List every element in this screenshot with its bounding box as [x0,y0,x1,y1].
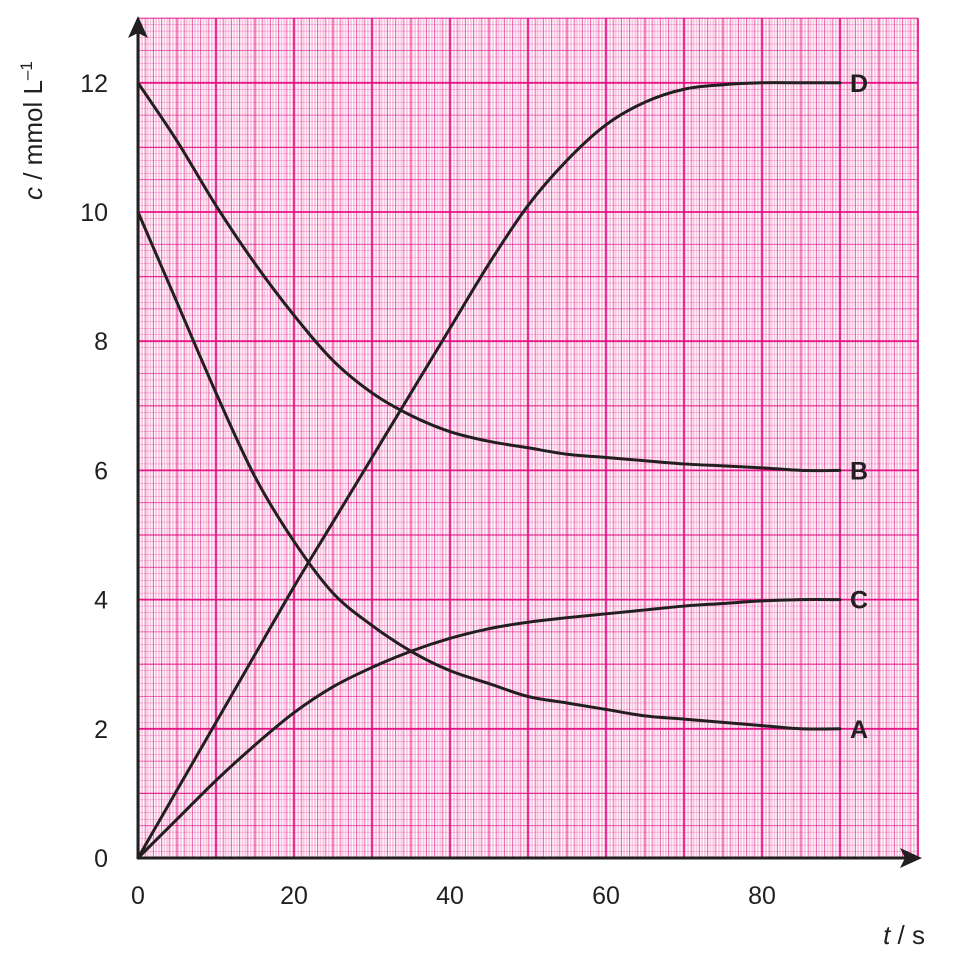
y-tick-label: 6 [94,457,108,485]
y-tick-label: 2 [94,716,108,744]
series-labels: A B C D [850,70,868,744]
series-label-B: B [850,457,868,485]
y-tick-label: 4 [94,587,108,615]
y-tick-label: 8 [94,328,108,356]
x-tick-label: 60 [592,882,620,910]
series-line-B [136,81,842,473]
axes [128,16,922,868]
x-tick-label: 20 [280,882,308,910]
y-tick-label: 0 [94,845,108,873]
x-tick-label: 40 [436,882,464,910]
x-axis-arrow-icon [900,848,922,868]
y-tick-label: 12 [80,70,108,98]
y-tick-label: 10 [80,199,108,227]
series-label-A: A [850,716,868,744]
series-line-D [136,81,842,860]
x-axis-title: t / s [883,920,925,950]
series-label-D: D [850,70,868,98]
y-axis-arrow-icon [128,16,148,38]
grid [138,17,919,858]
y-axis-title: c / mmol L–1 [17,61,48,200]
tick-labels: 0 20 40 60 80 0 2 4 6 8 10 12 [80,70,776,910]
series-lines [136,81,842,860]
series-line-A [136,210,842,731]
x-tick-label: 0 [131,882,145,910]
series-label-C: C [850,587,868,615]
x-tick-label: 80 [748,882,776,910]
series-line-C [136,598,842,860]
